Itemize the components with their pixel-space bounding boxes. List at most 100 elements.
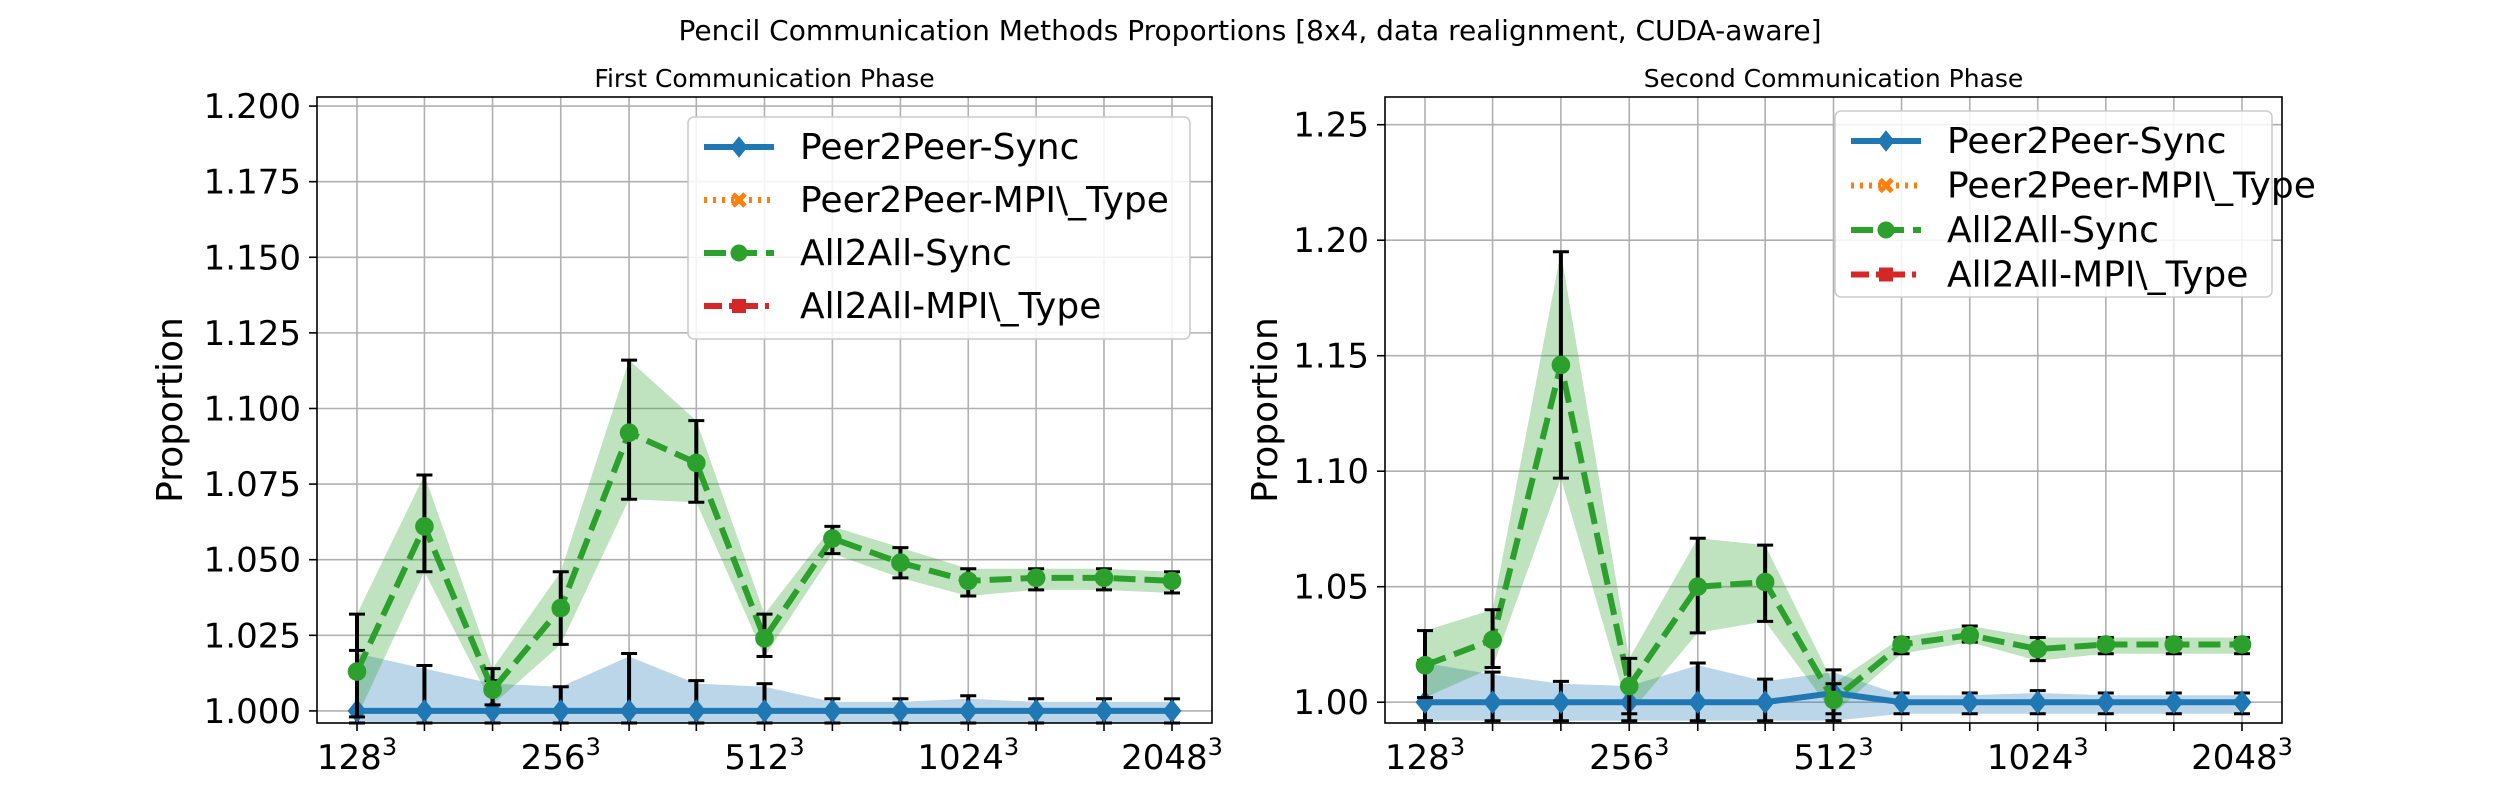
data-point — [1688, 577, 1708, 597]
data-point — [347, 662, 367, 681]
data-point — [1824, 690, 1843, 710]
panel-2: Second Communication Phase 1.00 1.05 1.10 1.… — [1245, 64, 2316, 778]
y-tick-label: 1.05 — [1293, 568, 1369, 608]
legend-marker — [730, 244, 748, 262]
y-tick-label: 1.050 — [204, 541, 301, 581]
data-point — [823, 529, 842, 548]
legend-label: Peer2Peer-Sync — [1947, 121, 2226, 162]
data-point — [1551, 690, 1571, 715]
legend-label: Peer2Peer-MPI\_Type — [1947, 166, 2316, 207]
data-point — [1415, 655, 1435, 675]
data-point — [1960, 625, 1980, 645]
data-point — [1619, 676, 1639, 696]
series-all2all-sync — [1415, 250, 2252, 716]
data-point — [2232, 690, 2252, 715]
y-tick-label: 1.15 — [1293, 337, 1369, 377]
data-point — [890, 699, 910, 723]
data-point — [1026, 699, 1046, 723]
legend-marker — [1879, 267, 1893, 282]
data-point — [1551, 355, 1571, 375]
y-tick-label: 1.25 — [1293, 106, 1369, 146]
y-axis-label: Proportion — [1245, 317, 1286, 503]
figure-title: Pencil Communication Methods Proportions… — [678, 14, 1821, 47]
data-point — [483, 680, 502, 700]
legend-label: All2All-MPI\_Type — [800, 286, 1101, 327]
x-tick-label: 5123 — [1793, 733, 1873, 778]
y-tick-label: 1.20 — [1293, 221, 1369, 261]
data-point — [2096, 690, 2116, 715]
data-point — [1755, 572, 1775, 592]
data-point — [1026, 568, 1046, 588]
data-point — [2028, 639, 2048, 659]
y-tick-label: 1.00 — [1293, 683, 1369, 723]
y-tick-label: 1.150 — [204, 238, 301, 278]
panel-title: Second Communication Phase — [1644, 64, 2024, 93]
data-point — [958, 699, 978, 723]
data-point — [2164, 690, 2184, 715]
legend-marker — [731, 192, 747, 208]
data-point — [755, 699, 774, 723]
legend-marker — [1877, 130, 1895, 152]
data-point — [1483, 630, 1502, 650]
data-point — [1755, 690, 1775, 715]
y-tick-label: 1.075 — [204, 465, 301, 505]
legend: Peer2Peer-Sync Peer2Peer-MPI\_Type All2All… — [687, 116, 1191, 340]
legend-label: Peer2Peer-Sync — [800, 127, 1079, 168]
y-axis-label: Proportion — [150, 317, 191, 503]
data-point — [1892, 690, 1911, 715]
data-point — [619, 423, 639, 442]
data-point — [1094, 568, 1114, 588]
x-tick-label: 20483 — [2191, 733, 2293, 778]
legend-label: Peer2Peer-MPI\_Type — [800, 180, 1169, 221]
y-tick-label: 1.175 — [204, 163, 301, 203]
data-point — [755, 629, 774, 648]
legend-marker — [732, 299, 746, 313]
data-point — [2096, 635, 2116, 654]
data-point — [2232, 635, 2252, 654]
data-point — [2164, 635, 2184, 654]
x-tick-label: 20483 — [1121, 733, 1223, 778]
y-tick-label: 1.125 — [204, 314, 301, 354]
x-tick-label: 5123 — [724, 733, 804, 778]
legend-marker — [1877, 221, 1895, 239]
data-point — [1483, 690, 1503, 715]
data-point — [958, 571, 978, 591]
data-point — [551, 699, 571, 723]
data-point — [1892, 635, 1911, 654]
legend-box — [687, 116, 1191, 340]
panel-title: First Communication Phase — [594, 64, 934, 93]
legend-marker — [730, 136, 748, 158]
data-point — [1094, 699, 1114, 723]
data-point — [1162, 571, 1182, 591]
x-tick-label: 1283 — [317, 733, 397, 778]
panel-1: First Communication Phase 1.000 1.025 1.050… — [150, 64, 1223, 778]
series-all2all-sync — [347, 358, 1182, 719]
data-point — [551, 598, 571, 618]
y-tick-label: 1.10 — [1293, 452, 1369, 492]
legend-label: All2All-Sync — [1947, 210, 2159, 251]
data-point — [619, 699, 639, 723]
data-point — [415, 517, 434, 536]
data-point — [1688, 690, 1708, 715]
y-tick-label: 1.025 — [204, 616, 301, 656]
legend-label: All2All-Sync — [800, 233, 1012, 274]
data-point — [1960, 690, 1980, 715]
y-tick-label: 1.000 — [204, 692, 301, 732]
legend: Peer2Peer-SyncPeer2Peer-MPI\_TypeAll2All… — [1834, 110, 2316, 298]
data-point — [891, 553, 910, 573]
data-point — [1162, 699, 1182, 723]
y-tick-label: 1.100 — [204, 389, 301, 429]
x-tick-label: 10243 — [1987, 733, 2089, 778]
legend-marker — [1878, 177, 1894, 194]
legend-box — [1834, 110, 2273, 298]
data-point — [687, 453, 706, 473]
x-tick-label: 10243 — [917, 733, 1019, 778]
x-tick-label: 2563 — [521, 733, 601, 778]
legend-label: All2All-MPI\_Type — [1947, 255, 2248, 296]
x-tick-label: 2563 — [1589, 733, 1669, 778]
x-tick-label: 1283 — [1385, 733, 1465, 778]
data-point — [2028, 690, 2048, 715]
data-point — [686, 699, 706, 723]
